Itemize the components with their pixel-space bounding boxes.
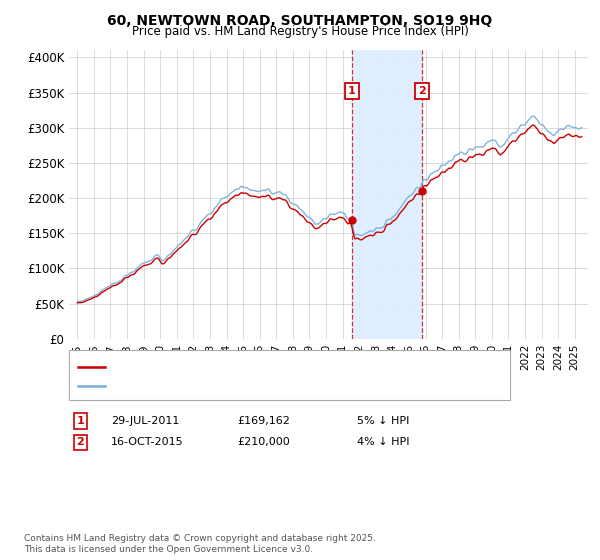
Text: Contains HM Land Registry data © Crown copyright and database right 2025.
This d: Contains HM Land Registry data © Crown c… — [24, 534, 376, 554]
Text: 60, NEWTOWN ROAD, SOUTHAMPTON, SO19 9HQ: 60, NEWTOWN ROAD, SOUTHAMPTON, SO19 9HQ — [107, 14, 493, 28]
Text: 60, NEWTOWN ROAD, SOUTHAMPTON, SO19 9HQ (semi-detached house): 60, NEWTOWN ROAD, SOUTHAMPTON, SO19 9HQ … — [111, 362, 493, 372]
Text: 2: 2 — [77, 437, 84, 447]
Text: 1: 1 — [77, 416, 84, 426]
Text: 2: 2 — [418, 86, 426, 96]
Text: 4% ↓ HPI: 4% ↓ HPI — [357, 437, 409, 447]
Text: HPI: Average price, semi-detached house, Southampton: HPI: Average price, semi-detached house,… — [111, 381, 403, 391]
Bar — [352, 50, 422, 339]
Text: 29-JUL-2011: 29-JUL-2011 — [111, 416, 179, 426]
Text: 5% ↓ HPI: 5% ↓ HPI — [357, 416, 409, 426]
Text: £210,000: £210,000 — [237, 437, 290, 447]
Text: 1: 1 — [348, 86, 356, 96]
Text: 16-OCT-2015: 16-OCT-2015 — [111, 437, 184, 447]
Text: Price paid vs. HM Land Registry's House Price Index (HPI): Price paid vs. HM Land Registry's House … — [131, 25, 469, 38]
Text: £169,162: £169,162 — [237, 416, 290, 426]
